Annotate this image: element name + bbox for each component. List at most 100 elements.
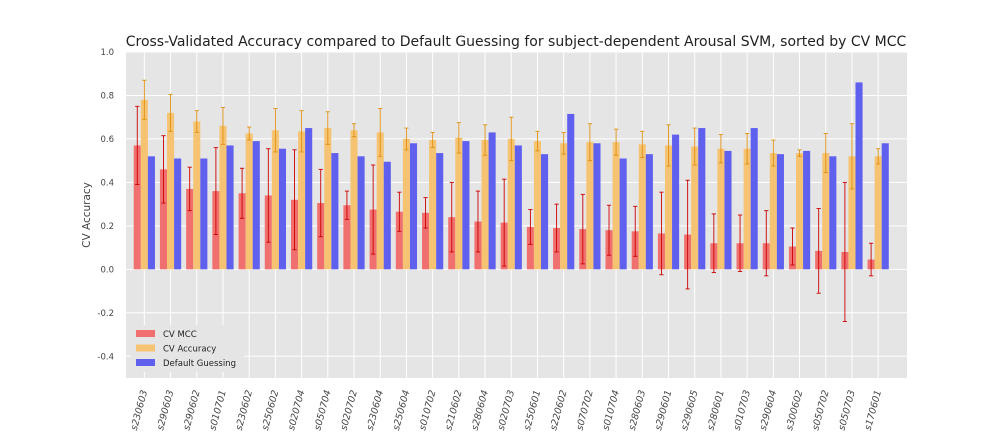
bar-default-guessing bbox=[829, 156, 837, 270]
bar-default-guessing bbox=[776, 154, 784, 270]
bar-cv-accuracy bbox=[271, 130, 279, 270]
bar-cv-accuracy bbox=[717, 148, 725, 270]
bar-cv-accuracy bbox=[638, 144, 646, 270]
bar-default-guessing bbox=[593, 143, 601, 270]
bar-cv-accuracy bbox=[874, 156, 882, 270]
bar-cv-accuracy bbox=[245, 133, 253, 270]
x-tick-label: s290605 bbox=[679, 389, 700, 432]
x-tick-label: s280604 bbox=[470, 389, 491, 432]
bar-default-guessing bbox=[331, 153, 339, 270]
bar-default-guessing bbox=[357, 156, 365, 270]
bar-cv-accuracy bbox=[848, 156, 856, 270]
bar-cv-mcc bbox=[133, 145, 141, 270]
bar-default-guessing bbox=[724, 150, 732, 270]
x-tick-label: s230603 bbox=[129, 389, 150, 432]
x-tick-label: s280601 bbox=[706, 389, 727, 432]
y-axis-label: CV Accuracy bbox=[81, 182, 93, 248]
bar-cv-mcc bbox=[238, 193, 246, 270]
x-tick-label: s020702 bbox=[339, 389, 360, 432]
x-tick-label: s290601 bbox=[653, 389, 674, 432]
y-axis: -0.4 -0.2 0.0 0.2 0.4 0.6 0.8 1.0 bbox=[97, 48, 114, 362]
bar-default-guessing bbox=[147, 156, 155, 270]
bar-cv-accuracy bbox=[350, 130, 358, 270]
bar-cv-accuracy bbox=[664, 145, 673, 270]
x-tick-label: s220602 bbox=[548, 389, 569, 432]
bar-cv-accuracy bbox=[796, 153, 804, 270]
x-tick-label: s290604 bbox=[758, 389, 779, 432]
x-tick-label: s250601 bbox=[522, 389, 543, 432]
bar-cv-accuracy bbox=[193, 121, 201, 270]
bar-cv-accuracy bbox=[167, 112, 175, 270]
bar-cv-accuracy bbox=[691, 146, 699, 270]
legend-entry: Default Guessing bbox=[163, 359, 236, 369]
bar-cv-accuracy bbox=[481, 140, 489, 270]
bar-default-guessing bbox=[409, 143, 418, 270]
bar-default-guessing bbox=[462, 141, 470, 270]
bar-default-guessing bbox=[645, 154, 653, 270]
bar-default-guessing bbox=[278, 148, 287, 270]
x-tick-label: s230604 bbox=[365, 389, 386, 432]
x-tick-label: s010701 bbox=[208, 389, 229, 432]
x-tick-label: s210602 bbox=[443, 389, 464, 432]
bars bbox=[133, 79, 889, 322]
x-tick-label: s250602 bbox=[260, 389, 281, 432]
bar-default-guessing bbox=[436, 153, 444, 270]
bar-default-guessing bbox=[305, 128, 313, 270]
bar-default-guessing bbox=[750, 128, 758, 270]
legend-swatch bbox=[136, 330, 155, 337]
bar-cv-accuracy bbox=[429, 140, 437, 270]
bar-cv-accuracy bbox=[769, 153, 777, 270]
x-tick-label: s290603 bbox=[155, 389, 176, 432]
bar-default-guessing bbox=[226, 145, 234, 270]
x-tick-label: s280603 bbox=[627, 389, 648, 432]
bar-default-guessing bbox=[698, 128, 706, 270]
bar-cv-mcc bbox=[395, 211, 403, 270]
x-tick-label: s010704 bbox=[601, 389, 622, 432]
bar-default-guessing bbox=[567, 113, 575, 270]
bar-cv-accuracy bbox=[533, 141, 542, 270]
bar-cv-mcc bbox=[159, 169, 168, 270]
x-tick-label: s230602 bbox=[234, 389, 255, 432]
bar-cv-accuracy bbox=[455, 137, 463, 270]
x-tick-label: s070702 bbox=[574, 389, 595, 432]
x-tick-label: s300602 bbox=[784, 389, 805, 432]
bar-cv-accuracy bbox=[507, 138, 515, 270]
bar-default-guessing bbox=[252, 141, 260, 270]
x-tick-label: s050704 bbox=[312, 389, 333, 432]
chart-title: Cross-Validated Accuracy compared to Def… bbox=[126, 34, 907, 50]
bar-cv-accuracy bbox=[612, 142, 620, 270]
bar-default-guessing bbox=[200, 158, 208, 270]
bar-default-guessing bbox=[855, 82, 863, 270]
bar-default-guessing bbox=[803, 150, 811, 270]
y-tick-label: 0.2 bbox=[100, 222, 114, 232]
legend-swatch bbox=[136, 344, 155, 352]
bar-cv-accuracy bbox=[560, 143, 568, 270]
bar-default-guessing bbox=[672, 134, 680, 270]
y-tick-label: 0.8 bbox=[100, 91, 114, 101]
legend-entry: CV Accuracy bbox=[163, 345, 216, 355]
x-axis: s230603 s290603 s290602 s010701 s230602 s2506… bbox=[129, 389, 884, 432]
bar-default-guessing bbox=[619, 158, 627, 270]
y-tick-label: 0.4 bbox=[100, 178, 114, 188]
x-tick-label: s250604 bbox=[391, 389, 412, 432]
legend-entry: CV MCC bbox=[163, 330, 197, 340]
y-tick-label: 1.0 bbox=[100, 48, 114, 58]
bar-cv-mcc bbox=[422, 212, 430, 270]
legend: CV MCC CV Accuracy Default Guessing bbox=[131, 325, 244, 372]
bar-cv-accuracy bbox=[743, 148, 751, 270]
bar-cv-mcc bbox=[526, 226, 534, 270]
x-tick-label: s020703 bbox=[496, 389, 517, 432]
y-tick-label: 0.6 bbox=[100, 135, 114, 145]
bar-cv-accuracy bbox=[376, 132, 384, 270]
bar-cv-accuracy bbox=[822, 153, 830, 270]
bar-default-guessing bbox=[488, 132, 496, 270]
x-tick-label: s050702 bbox=[810, 389, 831, 432]
x-tick-label: s020704 bbox=[286, 389, 307, 432]
bar-default-guessing bbox=[514, 145, 522, 270]
x-tick-label: s050703 bbox=[837, 389, 858, 432]
x-tick-label: s010702 bbox=[417, 389, 438, 432]
bar-cv-accuracy bbox=[298, 131, 306, 270]
bar-default-guessing bbox=[541, 154, 549, 270]
